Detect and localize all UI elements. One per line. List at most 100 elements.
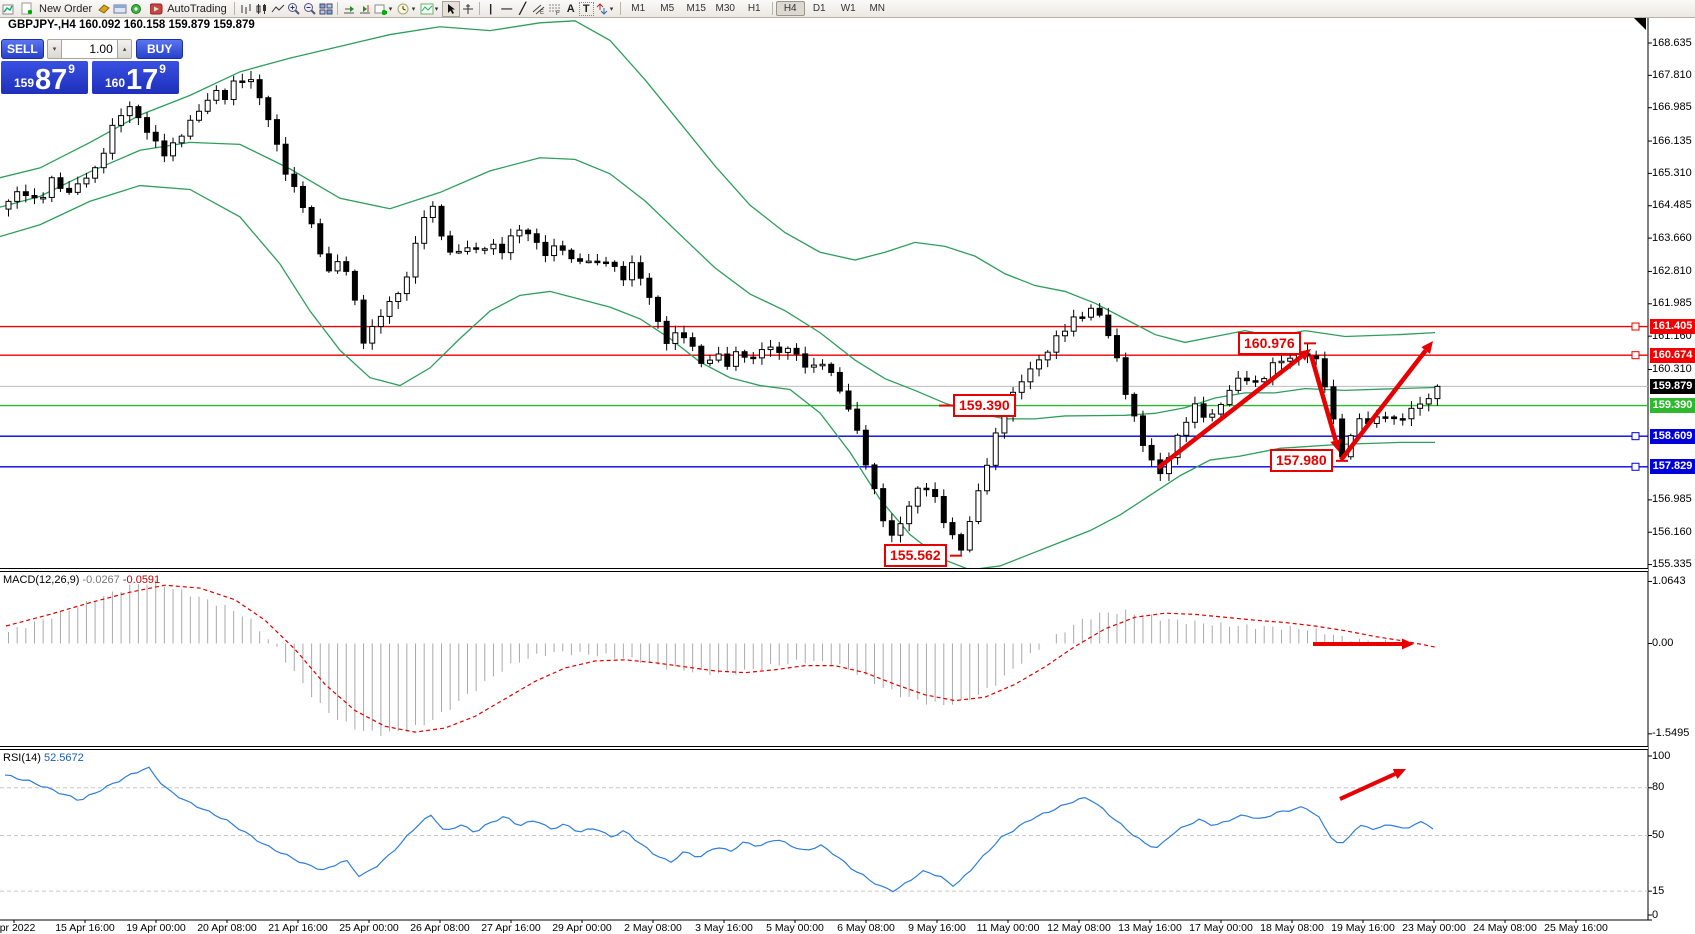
time-axis-label: 3 May 16:00: [695, 922, 753, 934]
price-annotation[interactable]: 155.562: [884, 544, 947, 568]
indicators-icon[interactable]: [419, 2, 435, 16]
new-order-icon: [20, 2, 36, 16]
rsi-axis-tick: 50: [1652, 829, 1665, 841]
fibonacci-icon[interactable]: F: [547, 2, 563, 16]
styler-icon[interactable]: [96, 2, 112, 16]
volume-increase-button[interactable]: ▴: [116, 39, 133, 59]
main-toolbar: New Order AutoTrading ▾ ▾ ▾ | — ╱ E F A: [0, 0, 1695, 18]
cursor-icon[interactable]: [441, 0, 460, 17]
timeframe-button-w1[interactable]: W1: [840, 3, 856, 14]
time-axis-label: 27 Apr 16:00: [481, 922, 541, 934]
price-axis-tick: 156.160: [1652, 525, 1692, 538]
toolbar-separator: [336, 2, 338, 15]
time-axis-label: 24 May 08:00: [1473, 922, 1537, 934]
buy-price[interactable]: 160 17 9: [92, 61, 179, 95]
buy-button[interactable]: BUY: [136, 39, 183, 59]
rsi-axis-tick: 0: [1652, 908, 1659, 921]
timeframe-button-mn[interactable]: MN: [869, 3, 885, 14]
time-axis-label: 20 Apr 08:00: [197, 922, 257, 934]
timeframe-button-d1[interactable]: D1: [812, 3, 826, 14]
label-icon[interactable]: T: [578, 1, 594, 16]
time-axis-label: 25 Apr 00:00: [339, 922, 399, 934]
price-badge: 160.674: [1650, 347, 1695, 363]
timeframe-button-h1[interactable]: H1: [747, 3, 761, 14]
timeframe-toolbar: M1 M5 M15 M30 H1 H4 D1 W1 MN: [624, 1, 892, 16]
time-axis-label: 11 May 00:00: [976, 922, 1040, 934]
price-axis-tick: 164.485: [1652, 199, 1692, 212]
volume-decrease-button[interactable]: ▾: [46, 39, 63, 59]
scroll-to-end-marker[interactable]: [1634, 18, 1646, 30]
time-axis-label: 12 May 08:00: [1047, 922, 1111, 934]
time-axis-label: 25 May 16:00: [1544, 922, 1608, 934]
horizontal-line-icon[interactable]: —: [501, 2, 513, 15]
rsi-axis-tick: 15: [1652, 884, 1665, 897]
svg-text:F: F: [556, 11, 560, 15]
timeframe-button-m15[interactable]: M15: [686, 3, 706, 14]
time-axis-label: 13 May 16:00: [1118, 922, 1182, 934]
price-badge: 159.879: [1650, 378, 1695, 394]
chevron-down-icon[interactable]: ▾: [434, 5, 439, 13]
crosshair-icon[interactable]: [460, 2, 476, 16]
time-axis-label: 19 Apr 00:00: [126, 922, 186, 934]
sell-button[interactable]: SELL: [1, 39, 44, 59]
price-annotation[interactable]: 157.980: [1270, 449, 1333, 473]
macd-histogram: [8, 580, 1412, 736]
sell-price[interactable]: 159 87 9: [1, 61, 88, 95]
channel-icon[interactable]: E: [531, 2, 547, 16]
bar-chart-icon[interactable]: [238, 2, 254, 16]
autotrading-label: AutoTrading: [167, 2, 227, 15]
price-axis-tick: 156.985: [1652, 493, 1692, 506]
data-window-icon[interactable]: [112, 2, 128, 16]
text-icon[interactable]: A: [566, 2, 575, 15]
time-axis-label: 19 May 16:00: [1331, 922, 1395, 934]
toolbar-separator: [771, 2, 773, 15]
price-annotation[interactable]: 160.976: [1238, 331, 1301, 355]
one-click-trading-panel: SELL ▾ 1.00 ▴ BUY 159 87 9 160 17 9: [1, 39, 183, 95]
autotrading-button[interactable]: AutoTrading: [144, 1, 231, 16]
trendline-icon[interactable]: ╱: [519, 2, 527, 15]
macd-label: MACD(12,26,9) -0.0267 -0.0591: [3, 574, 161, 586]
zoom-in-icon[interactable]: [286, 2, 302, 16]
timeframe-button-h4[interactable]: H4: [775, 1, 805, 16]
vertical-line-icon[interactable]: |: [489, 2, 493, 15]
price-badge: 157.829: [1650, 459, 1695, 475]
new-chart-icon[interactable]: [373, 2, 389, 16]
tile-windows-icon[interactable]: [318, 2, 334, 16]
arrows-icon[interactable]: [594, 2, 610, 16]
svg-text:E: E: [540, 10, 544, 15]
volume-input[interactable]: 1.00: [62, 39, 117, 59]
chevron-down-icon: ▾: [52, 46, 57, 53]
time-axis-label: 29 Apr 00:00: [552, 922, 612, 934]
price-axis-tick: 166.985: [1652, 101, 1692, 114]
price-badge: 159.390: [1650, 398, 1695, 414]
chevron-down-icon[interactable]: ▾: [388, 5, 393, 13]
clock-icon[interactable]: [396, 2, 412, 16]
time-axis-label: 2 May 08:00: [624, 922, 682, 934]
zoom-out-icon[interactable]: [302, 2, 318, 16]
price-axis-tick: 168.635: [1652, 36, 1692, 49]
price-annotation[interactable]: 159.390: [953, 394, 1016, 418]
panel-splitter[interactable]: [0, 746, 1648, 750]
chart-shift-icon[interactable]: [357, 2, 373, 16]
auto-scroll-icon[interactable]: [341, 2, 357, 16]
price-axis-tick: 165.310: [1652, 166, 1692, 179]
new-order-label: New Order: [39, 2, 93, 15]
toolbar-separator: [619, 2, 621, 15]
timeframe-button-m30[interactable]: M30: [715, 3, 735, 14]
chevron-down-icon[interactable]: ▾: [411, 5, 416, 13]
panel-splitter[interactable]: [0, 568, 1648, 572]
candlestick-icon[interactable]: [254, 2, 270, 16]
price-badge: 161.405: [1650, 319, 1695, 335]
chart-plus-icon[interactable]: [0, 2, 16, 16]
chevron-down-icon[interactable]: ▾: [609, 5, 614, 13]
macd-axis-tick: 1.0643: [1652, 574, 1686, 587]
line-chart-icon[interactable]: [270, 2, 286, 16]
sound-icon[interactable]: [128, 2, 144, 16]
new-order-button[interactable]: New Order: [16, 1, 96, 16]
timeframe-button-m1[interactable]: M1: [631, 3, 646, 14]
rsi-label: RSI(14) 52.5672: [3, 752, 84, 764]
price-axis-tick: 166.135: [1652, 134, 1692, 147]
timeframe-button-m5[interactable]: M5: [660, 3, 675, 14]
